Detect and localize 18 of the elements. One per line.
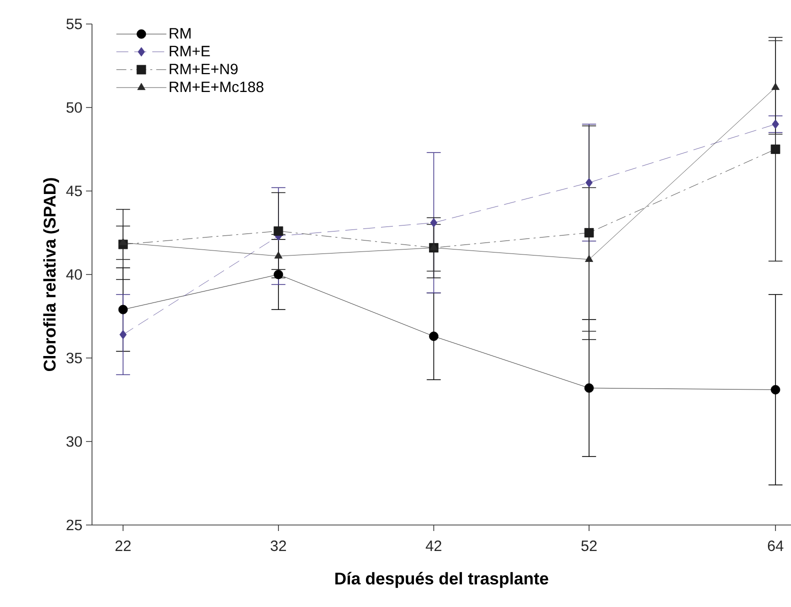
x-tick-label: 22 [116,540,131,551]
x-axis-title: Día después del trasplante [335,572,548,588]
y-axis-title: Clorofila relativa (SPAD) [43,178,60,372]
y-tick-label: 55 [66,18,82,30]
legend-label: RM [170,28,191,38]
y-tick-label: 45 [66,186,82,196]
y-tick-label: 40 [66,269,82,280]
x-tick-label: 64 [768,540,784,552]
legend-label: RM+E+N9 [170,64,238,74]
y-tick-label: 35 [66,352,82,364]
y-tick-label: 50 [66,102,82,113]
x-tick-label: 52 [581,540,597,552]
legend-label: RM+E [170,46,210,56]
legend-label: RM+E+Mc188 [170,82,264,92]
y-tick-label: 25 [66,520,82,530]
y-tick-label: 30 [66,436,82,447]
x-tick-label: 32 [270,540,286,552]
x-tick-label: 42 [426,540,442,551]
